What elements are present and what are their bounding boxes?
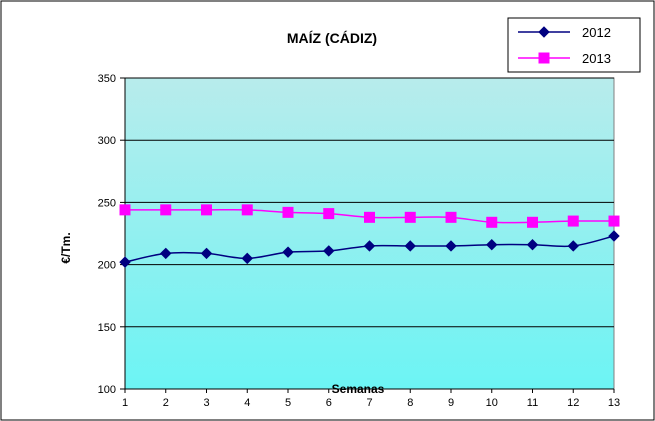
- series-2013: [119, 204, 620, 228]
- y-tick-label: 150: [98, 322, 116, 334]
- data-point: [486, 216, 498, 228]
- data-point: [445, 211, 457, 223]
- y-tick-label: 250: [98, 197, 116, 209]
- data-point: [282, 246, 294, 258]
- data-point: [486, 238, 498, 251]
- y-tick-label: 200: [98, 260, 116, 272]
- chart-title: MAÍZ (CÁDIZ): [287, 30, 377, 46]
- x-tick-label: 7: [366, 397, 372, 409]
- data-point: [160, 247, 172, 260]
- data-point: [241, 204, 253, 216]
- legend-label: 2013: [582, 51, 611, 66]
- x-tick-label: 13: [608, 397, 620, 409]
- y-tick-label: 300: [98, 135, 116, 147]
- x-axis-ticks: 1 2 3 4 5 6 7 8 9 10 11 12 13: [122, 389, 620, 409]
- legend-marker: [538, 26, 550, 38]
- data-point: [201, 204, 212, 216]
- data-point: [241, 252, 253, 265]
- data-point: [526, 238, 539, 251]
- y-axis-label: €/Tm.: [59, 232, 73, 263]
- data-point: [567, 240, 579, 252]
- x-axis-label: Semanas: [332, 382, 385, 396]
- series-2012: [119, 230, 620, 268]
- legend-item-2012: 2012: [518, 25, 611, 40]
- data-point: [160, 204, 172, 216]
- x-tick-label: 8: [407, 397, 413, 409]
- x-tick-label: 12: [567, 397, 579, 409]
- x-tick-label: 11: [527, 397, 538, 409]
- x-tick-label: 9: [448, 397, 454, 409]
- x-tick-label: 5: [285, 397, 291, 409]
- legend-marker: [538, 52, 550, 64]
- data-point: [404, 240, 416, 252]
- x-tick-label: 3: [203, 397, 209, 409]
- legend: 2012 2013: [507, 17, 641, 73]
- x-tick-label: 2: [163, 397, 169, 409]
- data-point: [323, 208, 335, 220]
- series-group: [119, 204, 620, 268]
- data-point: [282, 206, 294, 218]
- data-point: [200, 247, 213, 260]
- legend-item-2013: 2013: [518, 51, 611, 66]
- data-point: [608, 215, 620, 227]
- data-point: [404, 211, 416, 223]
- plot-area: [124, 77, 615, 390]
- data-point: [364, 211, 375, 223]
- data-point: [119, 204, 131, 216]
- data-point: [363, 240, 376, 252]
- x-tick-label: 10: [486, 397, 498, 409]
- data-point: [608, 230, 620, 242]
- data-point: [527, 216, 538, 228]
- y-tick-label: 350: [98, 73, 116, 85]
- legend-label: 2012: [582, 25, 611, 40]
- x-tick-label: 6: [326, 397, 332, 409]
- data-point: [567, 215, 579, 227]
- x-tick-label: 4: [244, 397, 250, 409]
- data-point: [323, 245, 335, 257]
- gridlines: [125, 77, 614, 328]
- legend-box: [507, 17, 641, 73]
- x-tick-label: 1: [122, 397, 128, 409]
- y-tick-label: 100: [98, 384, 116, 396]
- data-point: [445, 240, 457, 252]
- y-axis-ticks: 100 150 200 250 300 350: [98, 73, 125, 396]
- data-point: [119, 256, 131, 268]
